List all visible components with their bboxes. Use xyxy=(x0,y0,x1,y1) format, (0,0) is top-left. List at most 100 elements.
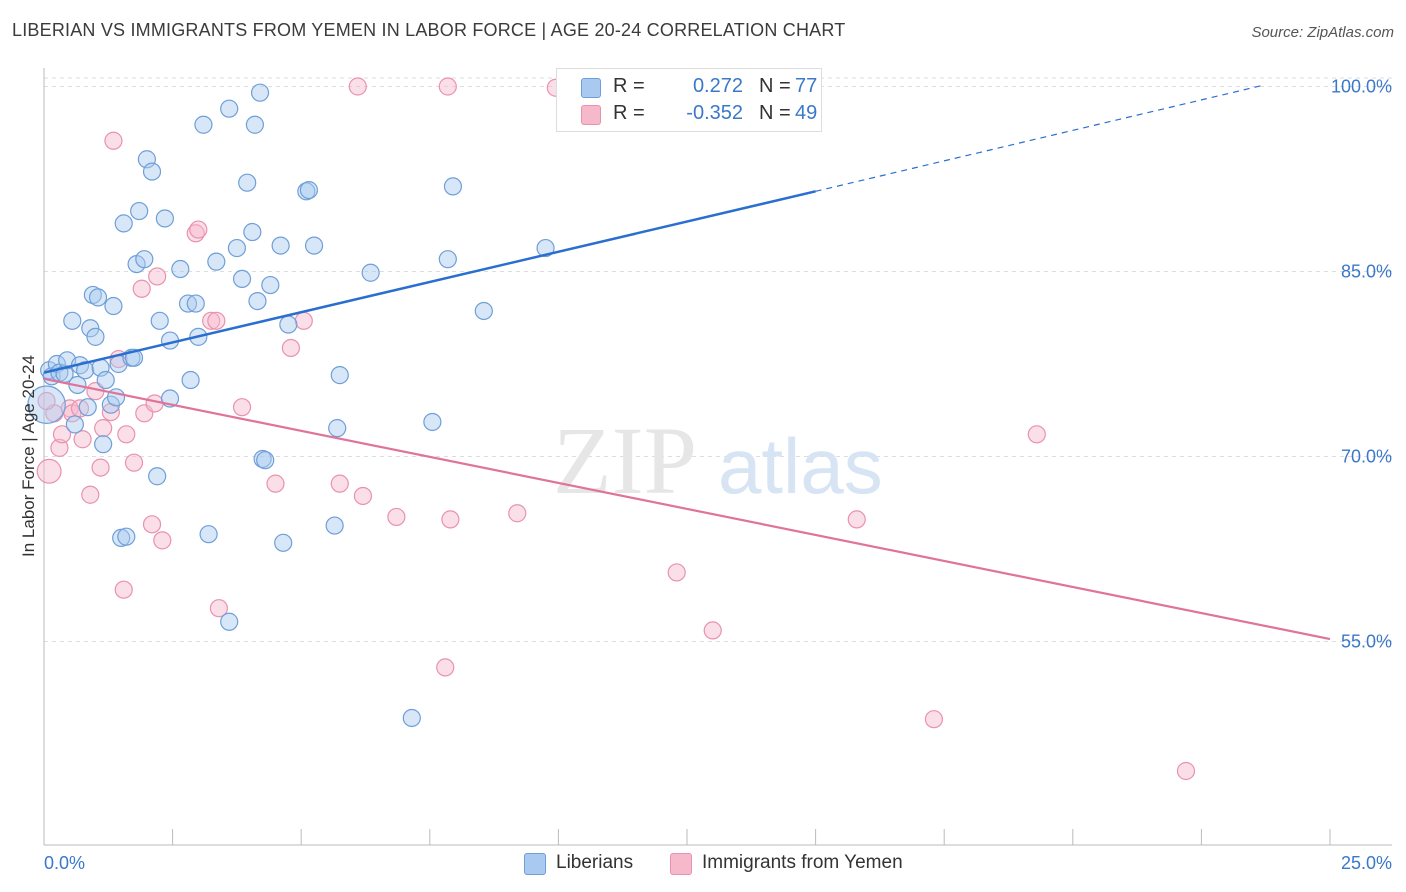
liberian-point xyxy=(27,385,66,425)
legend-r-value: -0.352 xyxy=(686,102,743,124)
yemen-point xyxy=(1176,761,1196,781)
yemen-point xyxy=(36,458,62,484)
yemen-point xyxy=(81,485,100,504)
yemen-point xyxy=(207,311,226,330)
x-tick-label: 0.0% xyxy=(44,853,85,873)
chart-title: LIBERIAN VS IMMIGRANTS FROM YEMEN IN LAB… xyxy=(12,20,846,40)
yemen-point xyxy=(124,453,144,472)
watermark: ZIP atlas xyxy=(553,407,883,514)
legend-label: Liberians xyxy=(556,852,634,873)
liberian-point xyxy=(245,115,265,134)
liberian-point xyxy=(274,533,293,552)
liberian-point xyxy=(94,435,113,454)
liberian-point xyxy=(114,214,133,233)
liberian-point xyxy=(279,315,298,334)
liberian-point xyxy=(536,238,555,258)
liberian-point xyxy=(104,296,123,316)
yemen-point xyxy=(703,621,722,640)
legend-swatch-blue xyxy=(524,853,546,875)
yemen-point xyxy=(50,438,69,457)
yemen-point xyxy=(37,391,56,411)
legend-n-value: 49 xyxy=(795,102,818,124)
yemen-point xyxy=(153,531,172,550)
yemen-point xyxy=(148,267,167,286)
liberian-trend-line xyxy=(43,190,816,374)
liberian-point xyxy=(148,467,167,486)
yemen-point xyxy=(91,458,110,477)
yemen-point xyxy=(142,515,162,534)
liberian-point xyxy=(130,201,149,221)
yemen-point xyxy=(232,398,252,417)
yemen-point xyxy=(387,507,406,527)
liberian-point xyxy=(250,83,270,102)
liberian-point xyxy=(443,177,463,196)
yemen-point xyxy=(114,580,133,599)
liberian-point xyxy=(232,269,252,288)
liberian-point xyxy=(271,236,290,255)
yemen-point xyxy=(104,131,123,150)
yemen-point xyxy=(209,599,228,618)
watermark-zip: ZIP xyxy=(553,407,697,514)
liberian-point xyxy=(299,181,319,200)
legend-r-label: R = xyxy=(613,102,645,124)
legend-swatch-pink xyxy=(581,105,601,125)
liberian-point xyxy=(96,370,115,390)
liberian-point xyxy=(86,327,105,346)
liberian-point xyxy=(304,236,324,255)
legend-n-value: 77 xyxy=(795,75,818,97)
correlation-legend: R = 0.272 N = 77 R = -0.352 N = 49 xyxy=(556,68,822,132)
liberian-point xyxy=(63,311,82,330)
yemen-point xyxy=(70,399,90,418)
yemen-point xyxy=(94,419,113,438)
y-tick-label: 70.0% xyxy=(1341,447,1392,467)
liberian-point xyxy=(248,292,267,311)
watermark-atlas: atlas xyxy=(718,422,883,510)
source-label: Source: ZipAtlas.com xyxy=(1251,24,1394,41)
liberian-point xyxy=(181,370,200,390)
x-tick-label: 25.0% xyxy=(1341,853,1392,873)
yemen-point xyxy=(436,658,455,677)
liberian-point xyxy=(78,398,97,417)
yemen-point xyxy=(52,425,72,444)
liberian-point xyxy=(220,612,239,631)
liberian-point xyxy=(328,419,347,438)
legend-n-label: N = xyxy=(759,75,791,97)
liberian-point xyxy=(207,252,226,271)
yemen-point xyxy=(330,474,349,493)
yemen-point xyxy=(266,474,285,493)
y-tick-label: 100.0% xyxy=(1331,77,1392,97)
liberian-point xyxy=(186,294,205,313)
liberian-point xyxy=(142,162,162,181)
liberian-point xyxy=(88,288,108,307)
liberian-point xyxy=(194,115,213,134)
liberian-point xyxy=(150,311,169,330)
yemen-point xyxy=(189,220,208,239)
liberian-point xyxy=(199,525,218,544)
legend-swatch-pink xyxy=(670,853,692,875)
liberian-point xyxy=(256,451,275,470)
liberian-point xyxy=(361,263,380,282)
yemen-point xyxy=(1027,425,1046,444)
yemen-point xyxy=(348,77,367,96)
yemen-trend-line xyxy=(43,377,1331,641)
liberian-point xyxy=(178,294,198,313)
liberian-point xyxy=(330,366,349,385)
yemen-point xyxy=(294,311,313,330)
liberian-point xyxy=(76,361,95,380)
yemen-point xyxy=(281,338,301,358)
yemen-point xyxy=(73,430,92,449)
liberian-point xyxy=(117,527,136,546)
legend-label: Immigrants from Yemen xyxy=(702,852,903,873)
yemen-point xyxy=(132,279,151,298)
liberian-point xyxy=(325,516,344,535)
yemen-point xyxy=(924,710,944,729)
yemen-point xyxy=(441,510,460,529)
yemen-point xyxy=(508,504,527,523)
legend-r-value: 0.272 xyxy=(692,75,743,97)
liberian-point xyxy=(402,708,421,728)
y-tick-label: 55.0% xyxy=(1341,632,1392,652)
yemen-point xyxy=(438,77,457,96)
liberian-point xyxy=(220,99,239,118)
legend-r-label: R = xyxy=(613,75,645,97)
liberian-point xyxy=(474,301,493,321)
